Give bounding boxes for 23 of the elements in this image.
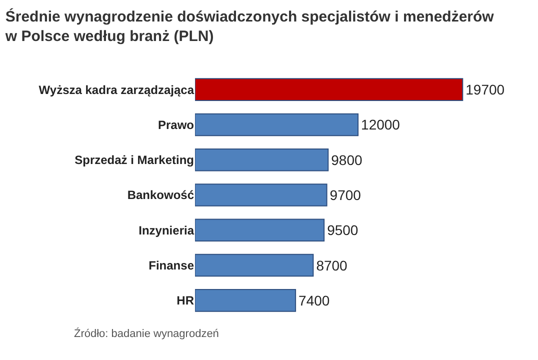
data-label: 9700 [330,187,362,203]
y-tick-label: Wyższa kadra zarządzająca [38,82,194,97]
y-tick-label: Sprzedaż i Marketing [74,153,194,168]
data-label: 9800 [331,152,362,168]
bar [195,218,325,242]
y-tick-label: Bankowość [127,188,194,202]
data-label: 19700 [466,82,505,98]
text: Źródło: badanie wynagrodzeń [74,327,219,340]
bar [195,184,328,206]
bar [195,148,329,172]
y-tick-label: Finanse [148,258,194,272]
y-tick-label: HR [176,294,194,308]
data-label: 7400 [298,292,330,308]
data-label: 8700 [316,257,348,274]
bar [195,254,314,277]
bar [195,78,464,101]
bar [195,289,296,312]
data-label: 9500 [327,222,358,238]
y-tick-label: Prawo [158,118,194,132]
bar [195,113,359,136]
y-tick-label: Inzynieria [138,223,194,238]
chart-title: Średnie wynagrodzenie doświadczonych specjalistów i menedżerów w Polsce według branż (PLN) [4,8,494,46]
data-label: 12000 [361,116,400,133]
